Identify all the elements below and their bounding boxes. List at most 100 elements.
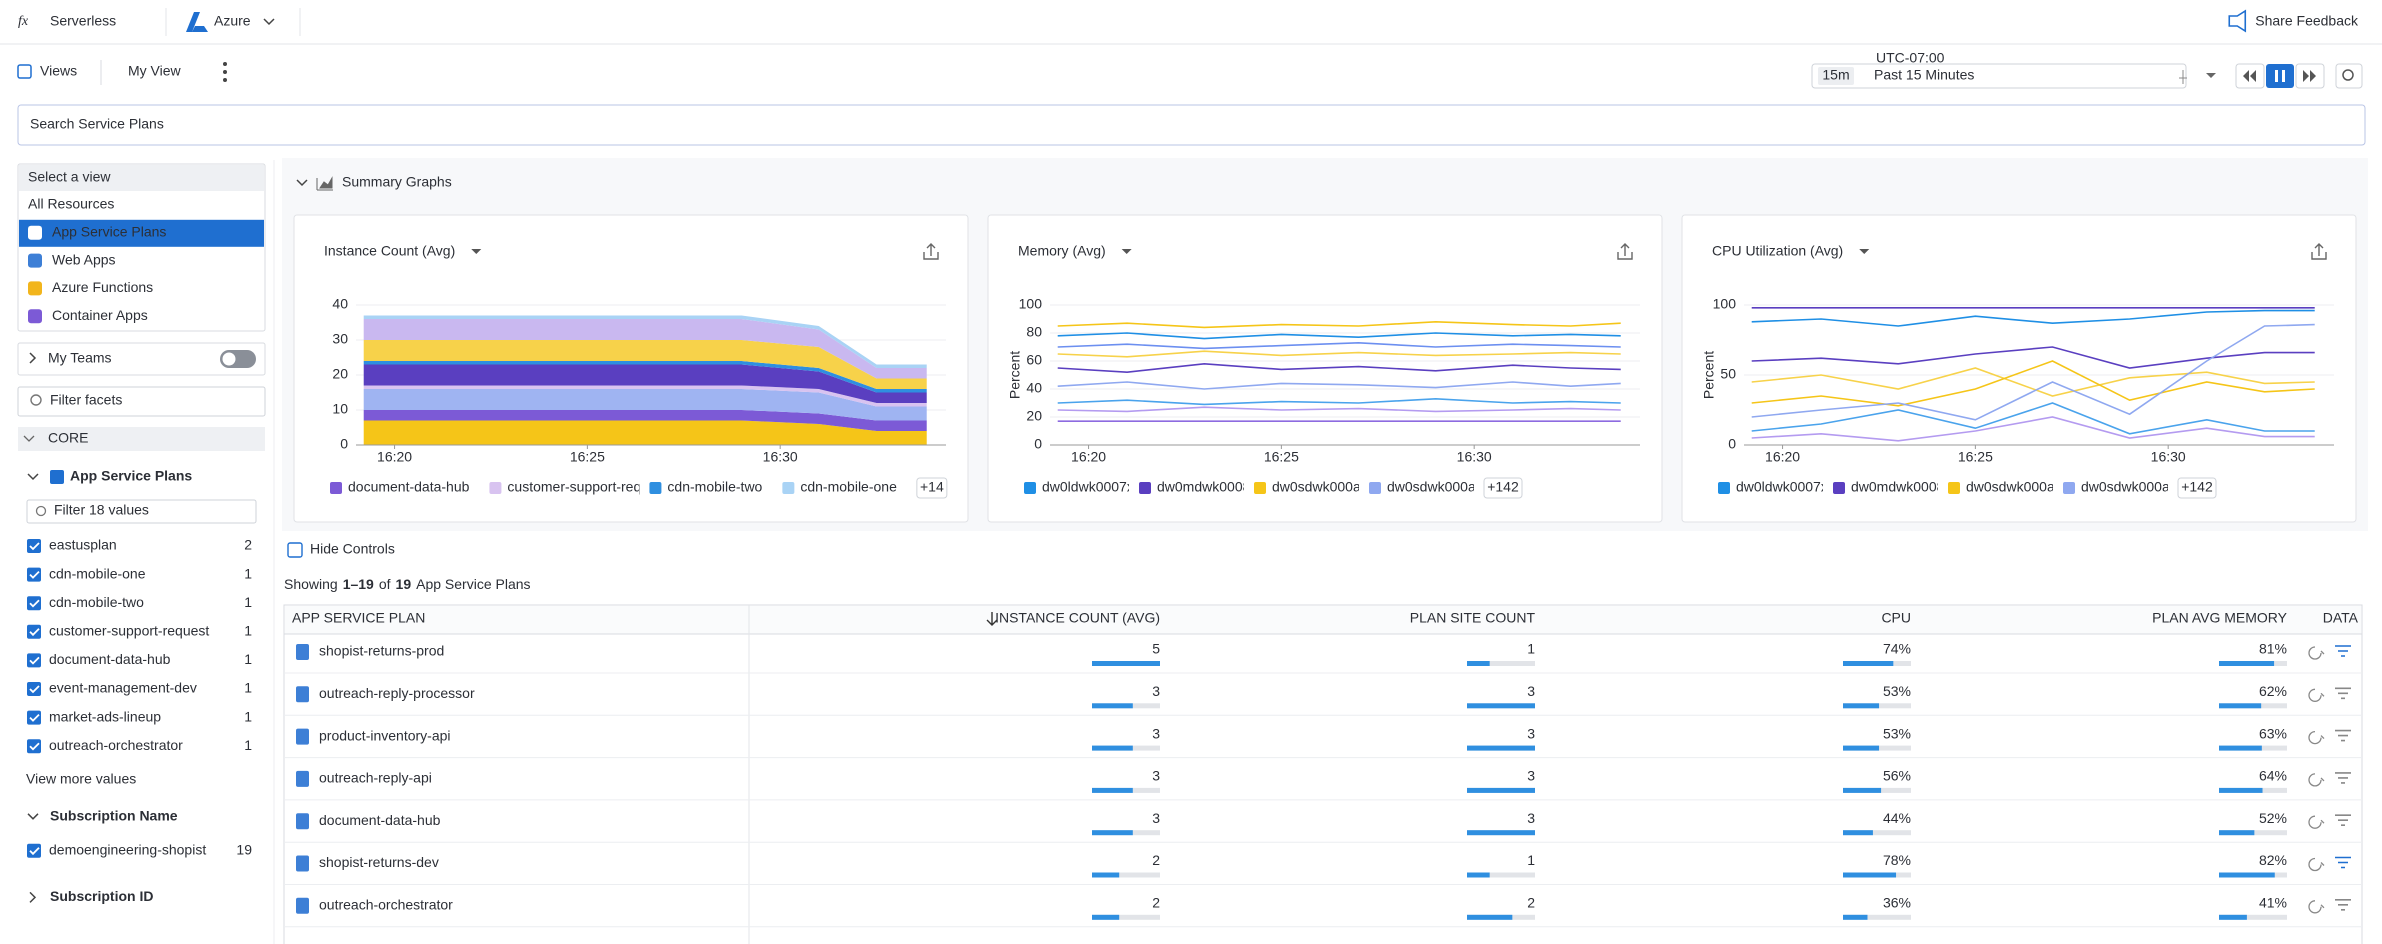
filter-icon[interactable] bbox=[2335, 645, 2351, 657]
filter-icon[interactable] bbox=[2335, 814, 2351, 826]
time-chip bbox=[1818, 67, 1854, 85]
plan-name[interactable]: outreach-reply-processor bbox=[319, 685, 475, 701]
hide-controls[interactable]: Hide Controls bbox=[310, 541, 395, 557]
plan-name[interactable]: shopist-returns-prod bbox=[319, 643, 444, 659]
cloud-selector[interactable]: Azure bbox=[214, 13, 251, 29]
column-header[interactable]: PLAN SITE COUNT bbox=[1410, 610, 1536, 626]
facet-title[interactable]: Subscription ID bbox=[50, 888, 153, 904]
legend-label[interactable]: dw0sdwk000alw bbox=[2081, 479, 2184, 495]
view-option[interactable]: Azure Functions bbox=[52, 279, 153, 295]
facet-value[interactable]: eastusplan bbox=[49, 537, 117, 553]
view-option[interactable]: All Resources bbox=[28, 196, 114, 212]
facet-value[interactable]: cdn-mobile-two bbox=[49, 594, 144, 610]
column-header[interactable]: DATA bbox=[2323, 610, 2359, 626]
filter-icon[interactable] bbox=[2335, 856, 2351, 869]
legend-label[interactable]: dw0mdwk0008br bbox=[1157, 479, 1263, 495]
plan-icon bbox=[296, 728, 309, 745]
checkbox[interactable] bbox=[27, 710, 41, 725]
checkbox[interactable] bbox=[27, 739, 41, 754]
plan-name[interactable]: outreach-reply-api bbox=[319, 770, 432, 786]
menu-dot bbox=[223, 62, 227, 66]
table-header-bg bbox=[285, 606, 2361, 634]
facet-icon bbox=[50, 470, 64, 484]
bar-fill bbox=[1467, 787, 1535, 793]
legend-label[interactable]: document-data-hub bbox=[348, 479, 470, 495]
legend-more[interactable] bbox=[916, 477, 948, 499]
facet-value-filter[interactable] bbox=[26, 499, 257, 524]
legend-label[interactable]: customer-support-request bbox=[507, 479, 667, 495]
bar-fill bbox=[1467, 872, 1490, 878]
view-option[interactable]: Container Apps bbox=[52, 307, 148, 323]
plan-name[interactable]: document-data-hub bbox=[319, 812, 441, 828]
checkmark bbox=[29, 847, 40, 856]
bar-fill bbox=[2219, 745, 2262, 751]
legend-label[interactable]: dw0sdwk000aj8 bbox=[1966, 479, 2066, 495]
facet-value[interactable]: document-data-hub bbox=[49, 651, 171, 667]
column-header[interactable]: PLAN AVG MEMORY bbox=[2152, 610, 2288, 626]
legend-more[interactable] bbox=[2177, 477, 2217, 499]
legend-label[interactable]: dw0ldwk0007xp bbox=[1042, 479, 1142, 495]
facet-filter[interactable] bbox=[17, 386, 266, 417]
checkbox[interactable] bbox=[27, 624, 41, 639]
view-option[interactable]: Web Apps bbox=[52, 251, 116, 267]
cell-value: 3 bbox=[1527, 683, 1535, 699]
views-button[interactable]: Views bbox=[40, 63, 77, 79]
zoom-icon bbox=[2342, 69, 2354, 81]
view-more[interactable]: View more values bbox=[26, 771, 136, 787]
facet-value[interactable]: event-management-dev bbox=[49, 680, 197, 696]
search-icon bbox=[35, 505, 47, 517]
plan-name[interactable]: shopist-returns-dev bbox=[319, 854, 439, 870]
legend-more[interactable] bbox=[1483, 477, 1523, 499]
legend-label[interactable]: dw0mdwk0008br bbox=[1851, 479, 1957, 495]
checkbox[interactable] bbox=[27, 567, 41, 582]
filter-icon[interactable] bbox=[2335, 899, 2351, 911]
legend-swatch bbox=[649, 482, 662, 494]
cell-value: 2 bbox=[1527, 895, 1535, 911]
legend-label[interactable]: dw0sdwk000aj8 bbox=[1272, 479, 1372, 495]
bar-track bbox=[1843, 914, 1911, 920]
share-feedback[interactable]: Share Feedback bbox=[2255, 13, 2359, 29]
view-icon bbox=[28, 253, 42, 268]
legend-label[interactable]: dw0sdwk000alw bbox=[1387, 479, 1490, 495]
checkbox[interactable] bbox=[27, 682, 41, 696]
facet-title[interactable]: App Service Plans bbox=[70, 468, 192, 484]
search-box[interactable] bbox=[17, 104, 2366, 146]
bar-fill bbox=[1843, 703, 1880, 709]
view-name[interactable]: My View bbox=[128, 63, 182, 79]
facet-value[interactable]: market-ads-lineup bbox=[49, 708, 161, 724]
filter-icon[interactable] bbox=[2335, 772, 2351, 784]
facet-value[interactable]: cdn-mobile-one bbox=[49, 565, 146, 581]
checkbox[interactable] bbox=[27, 596, 41, 611]
facet-title[interactable]: Subscription Name bbox=[50, 808, 178, 824]
y-tick-label: 0 bbox=[1034, 436, 1042, 452]
facet-value[interactable]: demoengineering-shopist bbox=[49, 842, 206, 858]
filter-icon[interactable] bbox=[2335, 729, 2351, 742]
bar-fill bbox=[1843, 872, 1897, 878]
legend-swatch bbox=[489, 482, 502, 494]
legend-swatch bbox=[782, 482, 795, 494]
column-header[interactable]: INSTANCE COUNT (AVG) bbox=[995, 610, 1160, 626]
chevron bbox=[23, 435, 35, 442]
pause-button[interactable] bbox=[2266, 64, 2294, 88]
zoom-button[interactable] bbox=[2335, 63, 2363, 89]
plan-icon bbox=[296, 686, 309, 703]
column-header[interactable]: APP SERVICE PLAN bbox=[292, 610, 425, 626]
filter-icon[interactable] bbox=[2335, 687, 2351, 700]
checkbox[interactable] bbox=[27, 539, 41, 553]
facet-value[interactable]: customer-support-request bbox=[49, 623, 209, 639]
facet-value[interactable]: outreach-orchestrator bbox=[49, 737, 183, 753]
legend-label[interactable]: dw0ldwk0007xp bbox=[1736, 479, 1836, 495]
column-header[interactable]: CPU bbox=[1881, 610, 1911, 626]
checkbox[interactable] bbox=[27, 653, 41, 668]
logs-icon bbox=[2308, 773, 2325, 787]
legend-label[interactable]: cdn-mobile-two bbox=[667, 479, 762, 495]
plan-name[interactable]: outreach-orchestrator bbox=[319, 897, 453, 913]
bar-fill bbox=[1843, 661, 1894, 666]
time-picker[interactable] bbox=[1811, 63, 2187, 89]
view-option[interactable]: App Service Plans bbox=[52, 224, 166, 240]
plan-name[interactable]: product-inventory-api bbox=[319, 727, 451, 743]
checkbox[interactable] bbox=[27, 843, 41, 858]
facet-count: 1 bbox=[244, 708, 252, 724]
legend-label[interactable]: cdn-mobile-one bbox=[800, 479, 897, 495]
legend-more-label: +142 bbox=[1487, 479, 1519, 495]
